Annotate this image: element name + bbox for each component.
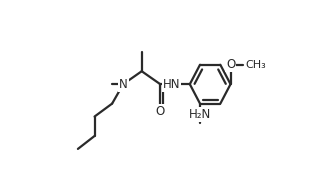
Text: HN: HN	[163, 78, 180, 91]
Text: O: O	[226, 58, 235, 71]
Text: H₂N: H₂N	[189, 108, 211, 121]
Text: O: O	[156, 105, 165, 118]
Text: CH₃: CH₃	[245, 60, 266, 70]
Text: N: N	[119, 78, 127, 91]
